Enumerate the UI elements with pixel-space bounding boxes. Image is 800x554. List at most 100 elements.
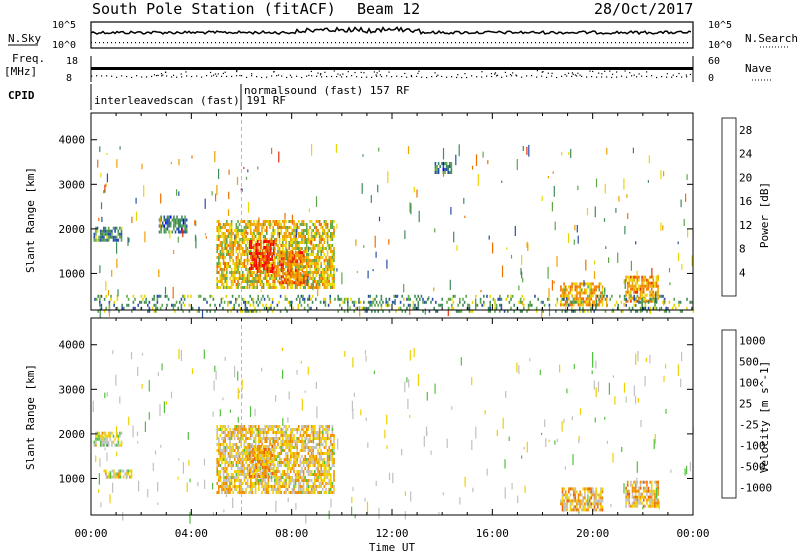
heatmap-cell <box>121 306 123 310</box>
heatmap-cell <box>350 297 352 301</box>
heatmap-cell <box>275 274 278 277</box>
heatmap-cell <box>242 235 244 238</box>
nave-dot <box>331 75 333 78</box>
heatmap-cell <box>592 282 594 286</box>
heatmap-cell <box>631 489 634 493</box>
heatmap-cell <box>447 306 450 310</box>
nsearch-dot <box>235 42 236 44</box>
heatmap-cell <box>548 297 551 301</box>
heatmap-cell <box>325 440 327 443</box>
heatmap-cell <box>587 487 589 491</box>
heatmap-cell <box>499 297 501 301</box>
heatmap-cell <box>103 232 105 236</box>
heatmap-cell <box>238 274 241 277</box>
heatmap-cell <box>312 431 314 434</box>
heatmap-cell <box>301 238 303 241</box>
heatmap-cell <box>257 255 259 258</box>
heatmap-cell <box>286 283 289 286</box>
heatmap-cell <box>433 287 435 292</box>
heatmap-cell <box>633 495 635 499</box>
heatmap-cell <box>290 446 292 449</box>
heatmap-cell <box>331 220 334 223</box>
heatmap-cell <box>631 284 634 288</box>
heatmap-cell <box>642 278 645 282</box>
heatmap-cell <box>245 437 247 440</box>
heatmap-cell <box>579 505 581 509</box>
nsearch-dot <box>679 42 680 44</box>
heatmap-cell <box>238 229 241 232</box>
heatmap-cell <box>237 452 239 455</box>
heatmap-cell <box>571 282 573 286</box>
heatmap-cell <box>275 277 278 280</box>
heatmap-cell <box>216 467 218 470</box>
heatmap-cell <box>235 443 238 446</box>
heatmap-cell <box>307 473 310 476</box>
heatmap-cell <box>224 449 226 452</box>
heatmap-cell <box>294 476 297 479</box>
heatmap-cell <box>252 255 254 258</box>
heatmap-cell <box>333 277 335 280</box>
heatmap-cell <box>293 455 295 458</box>
heatmap-cell <box>630 309 632 313</box>
heatmap-cell <box>288 226 290 229</box>
heatmap-cell <box>272 265 274 268</box>
heatmap-cell <box>304 440 306 443</box>
heatmap-cell <box>278 452 281 455</box>
heatmap-cell <box>328 274 330 277</box>
heatmap-cell <box>318 256 321 259</box>
heatmap-cell <box>333 250 335 253</box>
heatmap-cell <box>191 306 194 310</box>
heatmap-cell <box>254 241 257 244</box>
heatmap-cell <box>337 309 339 313</box>
heatmap-cell <box>237 425 239 428</box>
heatmap-cell <box>261 280 263 283</box>
heatmap-cell <box>258 434 260 437</box>
heatmap-cell <box>103 229 105 233</box>
heatmap-cell <box>234 365 236 378</box>
heatmap-cell <box>644 504 647 508</box>
heatmap-cell <box>462 303 464 307</box>
heatmap-cell <box>144 231 146 243</box>
heatmap-cell <box>222 238 225 241</box>
heatmap-cell <box>112 235 115 239</box>
heatmap-cell <box>229 286 231 289</box>
heatmap-cell <box>307 488 310 491</box>
nave-dot <box>96 75 98 77</box>
heatmap-cell <box>246 452 249 455</box>
heatmap-cell <box>314 479 316 482</box>
heatmap-cell <box>556 438 558 443</box>
heatmap-cell <box>272 220 274 223</box>
heatmap-cell <box>269 243 272 246</box>
heatmap-cell <box>244 303 247 307</box>
heatmap-cell <box>317 232 319 235</box>
nsearch-dot <box>635 42 636 44</box>
heatmap-cell <box>642 504 645 508</box>
heatmap-cell <box>283 434 286 437</box>
heatmap-cell <box>142 297 144 301</box>
heatmap-cell <box>257 246 259 249</box>
heatmap-cell <box>253 464 255 467</box>
heatmap-cell <box>588 300 591 304</box>
nave-dot <box>536 76 538 78</box>
heatmap-cell <box>566 508 569 512</box>
heatmap-cell <box>308 294 311 298</box>
heatmap-cell <box>304 425 306 428</box>
heatmap-cell <box>246 271 249 274</box>
heatmap-cell <box>253 469 256 472</box>
heatmap-cell <box>263 261 265 264</box>
heatmap-cell <box>328 452 330 455</box>
heatmap-cell <box>222 256 225 259</box>
heatmap-cell <box>472 165 474 170</box>
heatmap-cell <box>237 371 239 381</box>
heatmap-cell <box>232 461 234 464</box>
heatmap-cell <box>306 443 308 446</box>
heatmap-cell <box>306 470 308 473</box>
heatmap-cell <box>240 277 242 280</box>
heatmap-cell <box>633 486 635 490</box>
nsearch-dot <box>455 42 456 44</box>
heatmap-cell <box>261 451 264 454</box>
nave-dot <box>511 75 513 77</box>
heatmap-cell <box>420 294 423 298</box>
heatmap-cell <box>298 241 300 244</box>
heatmap-cell <box>369 300 371 304</box>
